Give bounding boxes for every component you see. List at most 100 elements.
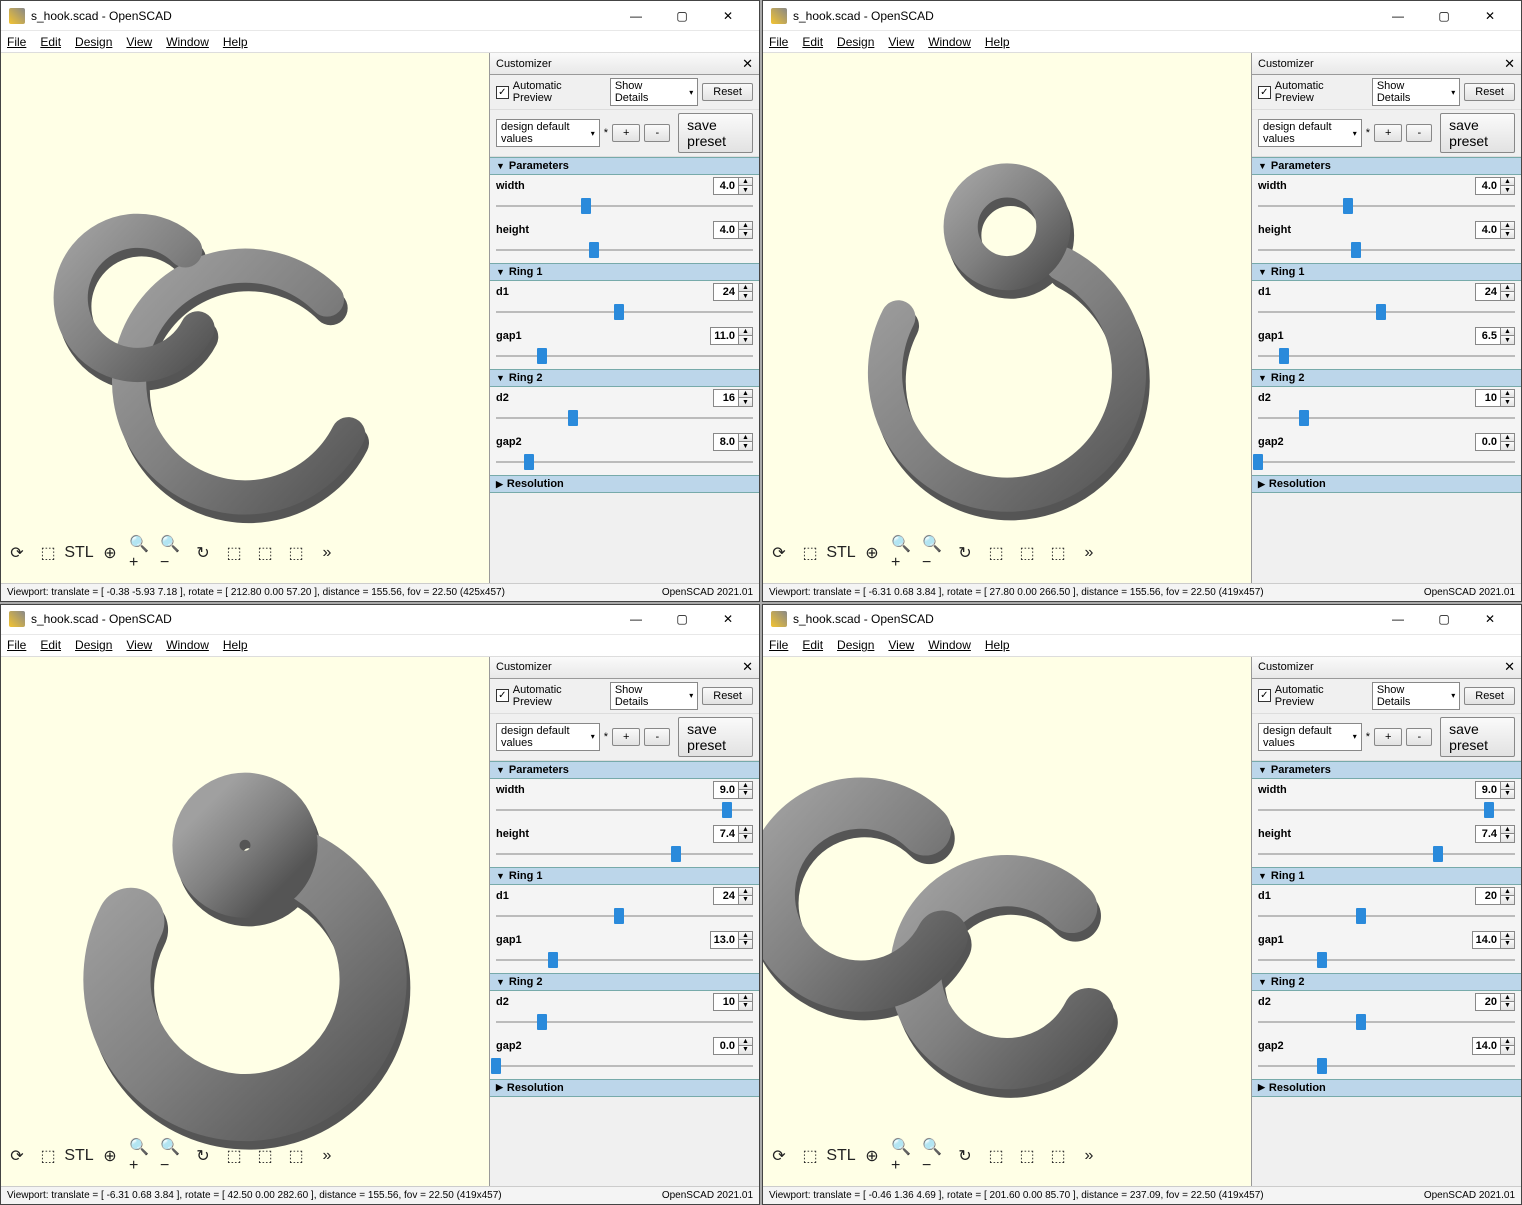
section-header[interactable]: ▶Resolution xyxy=(490,1079,759,1097)
section-header[interactable]: ▼Ring 1 xyxy=(1252,263,1521,281)
toolbar-button[interactable]: ⊕ xyxy=(98,1144,122,1168)
slider-thumb[interactable] xyxy=(1356,1014,1366,1030)
slider-thumb[interactable] xyxy=(1484,802,1494,818)
spinner-down[interactable]: ▼ xyxy=(1500,1002,1514,1010)
param-slider[interactable] xyxy=(1258,951,1515,969)
menu-item[interactable]: File xyxy=(769,35,788,49)
slider-thumb[interactable] xyxy=(1253,454,1263,470)
spinner-up[interactable]: ▲ xyxy=(738,1038,752,1046)
menu-item[interactable]: Help xyxy=(985,35,1010,49)
spinner-down[interactable]: ▼ xyxy=(1500,834,1514,842)
toolbar-button[interactable]: 🔍− xyxy=(922,541,946,565)
spinner-up[interactable]: ▲ xyxy=(1500,390,1514,398)
spinner-down[interactable]: ▼ xyxy=(1500,442,1514,450)
slider-thumb[interactable] xyxy=(524,454,534,470)
spinner-up[interactable]: ▲ xyxy=(738,434,752,442)
preset-add-button[interactable]: + xyxy=(1374,124,1402,142)
param-slider[interactable] xyxy=(1258,409,1515,427)
menu-item[interactable]: Edit xyxy=(802,638,823,652)
spinner-up[interactable]: ▲ xyxy=(1500,994,1514,1002)
toolbar-button[interactable]: 🔍+ xyxy=(129,541,153,565)
auto-preview-checkbox[interactable]: ✓ xyxy=(496,689,509,702)
toolbar-button[interactable]: ⬚ xyxy=(222,1144,246,1168)
section-header[interactable]: ▼Ring 2 xyxy=(490,369,759,387)
reset-button[interactable]: Reset xyxy=(702,687,753,705)
toolbar-button[interactable]: STL xyxy=(829,541,853,565)
save-preset-button[interactable]: save preset xyxy=(1440,113,1515,153)
spinner[interactable]: 4.0▲▼ xyxy=(713,221,753,239)
toolbar-button[interactable]: » xyxy=(1077,1144,1101,1168)
preset-select[interactable]: design default values▾ xyxy=(496,119,600,147)
toolbar-button[interactable]: ↻ xyxy=(191,541,215,565)
section-header[interactable]: ▶Resolution xyxy=(490,475,759,493)
details-select[interactable]: Show Details▾ xyxy=(1372,78,1460,106)
toolbar-button[interactable]: 🔍− xyxy=(922,1144,946,1168)
spinner-down[interactable]: ▼ xyxy=(738,834,752,842)
toolbar-button[interactable]: ⬚ xyxy=(798,541,822,565)
spinner-down[interactable]: ▼ xyxy=(738,336,752,344)
menu-item[interactable]: Help xyxy=(223,638,248,652)
preset-select[interactable]: design default values▾ xyxy=(1258,723,1362,751)
toolbar-button[interactable]: ⟳ xyxy=(5,541,29,565)
preset-select[interactable]: design default values▾ xyxy=(496,723,600,751)
spinner[interactable]: 10▲▼ xyxy=(713,993,753,1011)
toolbar-button[interactable]: ⊕ xyxy=(98,541,122,565)
spinner-down[interactable]: ▼ xyxy=(1500,336,1514,344)
param-slider[interactable] xyxy=(496,241,753,259)
spinner[interactable]: 14.0▲▼ xyxy=(1472,931,1515,949)
spinner[interactable]: 16▲▼ xyxy=(713,389,753,407)
spinner-down[interactable]: ▼ xyxy=(1500,230,1514,238)
minimize-button[interactable]: — xyxy=(1375,605,1421,633)
spinner-down[interactable]: ▼ xyxy=(1500,790,1514,798)
toolbar-button[interactable]: STL xyxy=(829,1144,853,1168)
section-header[interactable]: ▼Parameters xyxy=(1252,761,1521,779)
menu-item[interactable]: Edit xyxy=(802,35,823,49)
toolbar-button[interactable]: ⬚ xyxy=(222,541,246,565)
param-slider[interactable] xyxy=(1258,801,1515,819)
menu-item[interactable]: Window xyxy=(928,638,971,652)
menu-item[interactable]: File xyxy=(769,638,788,652)
toolbar-button[interactable]: ↻ xyxy=(191,1144,215,1168)
param-slider[interactable] xyxy=(1258,241,1515,259)
spinner[interactable]: 11.0▲▼ xyxy=(710,327,753,345)
menu-item[interactable]: Window xyxy=(928,35,971,49)
slider-thumb[interactable] xyxy=(1433,846,1443,862)
spinner[interactable]: 8.0▲▼ xyxy=(713,433,753,451)
spinner-down[interactable]: ▼ xyxy=(738,186,752,194)
menu-item[interactable]: Edit xyxy=(40,638,61,652)
spinner-up[interactable]: ▲ xyxy=(738,222,752,230)
spinner[interactable]: 4.0▲▼ xyxy=(1475,221,1515,239)
toolbar-button[interactable]: » xyxy=(315,1144,339,1168)
toolbar-button[interactable]: ⬚ xyxy=(1015,1144,1039,1168)
spinner-down[interactable]: ▼ xyxy=(1500,398,1514,406)
menu-item[interactable]: Design xyxy=(837,638,874,652)
toolbar-button[interactable]: 🔍− xyxy=(160,1144,184,1168)
spinner[interactable]: 7.4▲▼ xyxy=(1475,825,1515,843)
slider-thumb[interactable] xyxy=(491,1058,501,1074)
minimize-button[interactable]: — xyxy=(1375,2,1421,30)
toolbar-button[interactable]: ⬚ xyxy=(1015,541,1039,565)
preset-remove-button[interactable]: - xyxy=(644,728,670,746)
spinner-up[interactable]: ▲ xyxy=(738,932,752,940)
slider-thumb[interactable] xyxy=(537,348,547,364)
spinner-up[interactable]: ▲ xyxy=(1500,222,1514,230)
toolbar-button[interactable]: ⟳ xyxy=(767,1144,791,1168)
spinner-up[interactable]: ▲ xyxy=(1500,888,1514,896)
spinner[interactable]: 20▲▼ xyxy=(1475,993,1515,1011)
param-slider[interactable] xyxy=(496,409,753,427)
spinner-down[interactable]: ▼ xyxy=(1500,292,1514,300)
preset-add-button[interactable]: + xyxy=(612,124,640,142)
section-header[interactable]: ▶Resolution xyxy=(1252,1079,1521,1097)
close-icon[interactable]: ✕ xyxy=(1504,659,1515,675)
spinner[interactable]: 24▲▼ xyxy=(713,887,753,905)
menu-item[interactable]: Help xyxy=(223,35,248,49)
toolbar-button[interactable]: ⬚ xyxy=(253,541,277,565)
auto-preview-checkbox[interactable]: ✓ xyxy=(1258,689,1271,702)
spinner[interactable]: 0.0▲▼ xyxy=(1475,433,1515,451)
preset-add-button[interactable]: + xyxy=(1374,728,1402,746)
section-header[interactable]: ▼Ring 2 xyxy=(490,973,759,991)
toolbar-button[interactable]: » xyxy=(1077,541,1101,565)
auto-preview-checkbox[interactable]: ✓ xyxy=(496,86,509,99)
slider-thumb[interactable] xyxy=(568,410,578,426)
toolbar-button[interactable]: STL xyxy=(67,1144,91,1168)
